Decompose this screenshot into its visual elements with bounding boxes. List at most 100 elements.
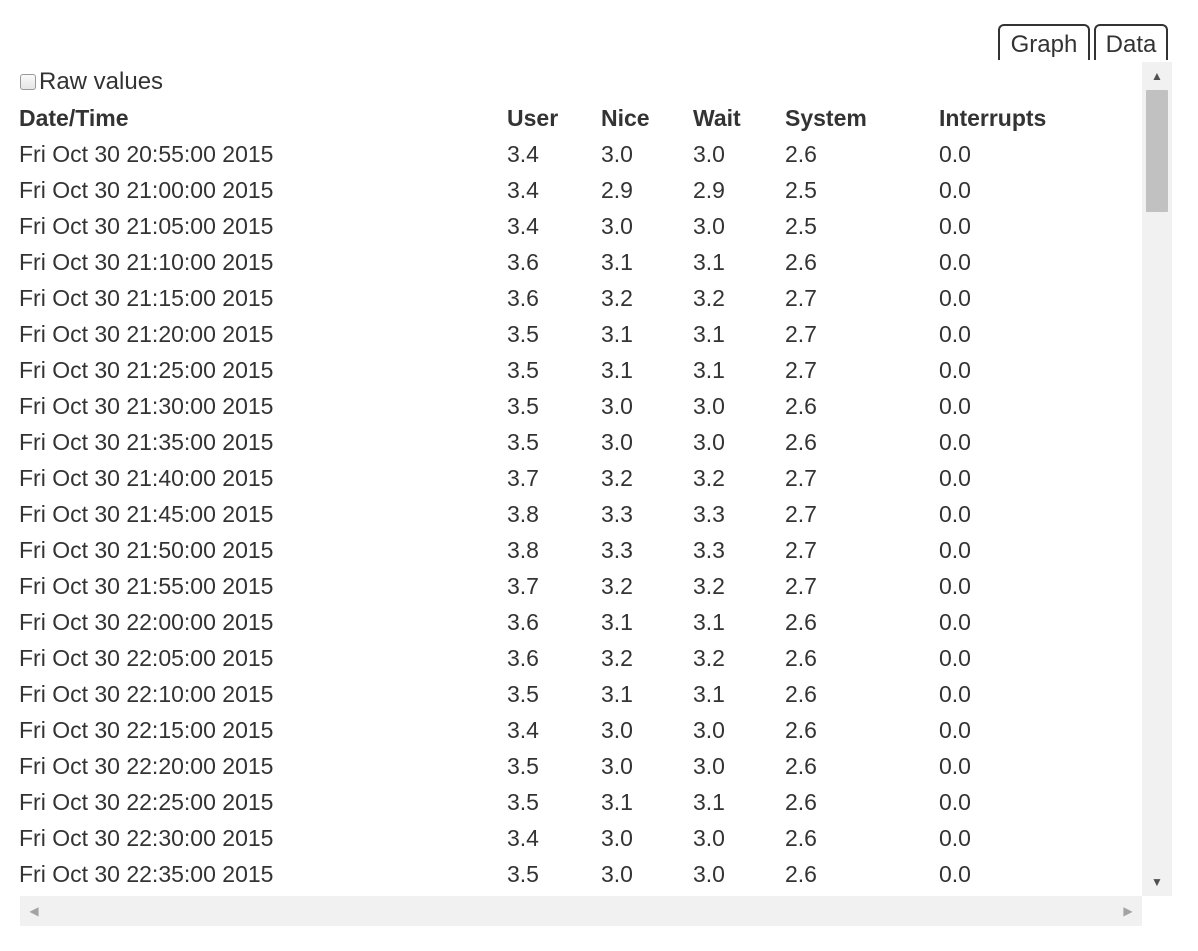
vertical-scrollbar[interactable]: ▲ ▼ bbox=[1142, 62, 1172, 896]
cell-user: 3.5 bbox=[507, 321, 539, 347]
cell-nice: 3.0 bbox=[601, 753, 633, 779]
cell-wait: 3.0 bbox=[693, 825, 725, 851]
cell-interrupts: 0.0 bbox=[939, 177, 971, 203]
triangle-left-icon[interactable]: ◀ bbox=[29, 904, 39, 918]
cell-user: 3.5 bbox=[507, 357, 539, 383]
cell-nice: 3.3 bbox=[601, 537, 633, 563]
triangle-up-icon[interactable]: ▲ bbox=[1151, 69, 1163, 83]
cell-datetime: Fri Oct 30 21:10:00 2015 bbox=[19, 249, 274, 275]
cell-interrupts: 0.0 bbox=[939, 609, 971, 635]
cell-user: 3.4 bbox=[507, 141, 539, 167]
cell-nice: 3.2 bbox=[601, 645, 633, 671]
raw-values-checkbox[interactable] bbox=[20, 74, 36, 90]
cell-datetime: Fri Oct 30 22:20:00 2015 bbox=[19, 753, 274, 779]
cell-datetime: Fri Oct 30 21:30:00 2015 bbox=[19, 393, 274, 419]
cell-wait: 3.0 bbox=[693, 429, 725, 455]
cell-datetime: Fri Oct 30 21:00:00 2015 bbox=[19, 177, 274, 203]
column-header-user: User bbox=[507, 105, 559, 131]
cell-wait: 3.0 bbox=[693, 141, 725, 167]
table-row: Fri Oct 30 21:10:00 2015 3.6 3.1 3.1 2.6 0.0 bbox=[19, 244, 1089, 280]
table-row: Fri Oct 30 21:20:00 2015 3.5 3.1 3.1 2.7 0.0 bbox=[19, 316, 1089, 352]
triangle-down-icon[interactable]: ▼ bbox=[1151, 875, 1163, 889]
triangle-right-icon[interactable]: ▶ bbox=[1123, 904, 1133, 918]
tab-graph[interactable]: Graph bbox=[998, 24, 1090, 60]
cell-interrupts: 0.0 bbox=[939, 465, 971, 491]
table-header-row: Date/Time User Nice Wait System Interrup… bbox=[19, 100, 1089, 136]
cell-wait: 3.1 bbox=[693, 789, 725, 815]
cell-interrupts: 0.0 bbox=[939, 861, 971, 887]
cell-nice: 3.0 bbox=[601, 141, 633, 167]
view-tabs: Graph Data bbox=[998, 24, 1168, 60]
cell-system: 2.7 bbox=[785, 573, 817, 599]
cell-interrupts: 0.0 bbox=[939, 825, 971, 851]
cell-system: 2.6 bbox=[785, 753, 817, 779]
cell-nice: 3.1 bbox=[601, 357, 633, 383]
cell-wait: 3.0 bbox=[693, 717, 725, 743]
cell-datetime: Fri Oct 30 22:25:00 2015 bbox=[19, 789, 274, 815]
table-row: Fri Oct 30 22:15:00 2015 3.4 3.0 3.0 2.6 0.0 bbox=[19, 712, 1089, 748]
cell-interrupts: 0.0 bbox=[939, 285, 971, 311]
cell-interrupts: 0.0 bbox=[939, 393, 971, 419]
cell-user: 3.5 bbox=[507, 753, 539, 779]
vertical-scroll-thumb[interactable] bbox=[1146, 90, 1168, 212]
cell-wait: 3.3 bbox=[693, 537, 725, 563]
cell-interrupts: 0.0 bbox=[939, 357, 971, 383]
cell-wait: 3.2 bbox=[693, 285, 725, 311]
cell-datetime: Fri Oct 30 21:15:00 2015 bbox=[19, 285, 274, 311]
cell-nice: 3.0 bbox=[601, 717, 633, 743]
cell-interrupts: 0.0 bbox=[939, 789, 971, 815]
cell-nice: 3.2 bbox=[601, 285, 633, 311]
table-row: Fri Oct 30 22:35:00 2015 3.5 3.0 3.0 2.6 0.0 bbox=[19, 856, 1089, 892]
cell-datetime: Fri Oct 30 21:55:00 2015 bbox=[19, 573, 274, 599]
cell-system: 2.5 bbox=[785, 177, 817, 203]
cell-nice: 3.1 bbox=[601, 609, 633, 635]
table-row: Fri Oct 30 21:15:00 2015 3.6 3.2 3.2 2.7 0.0 bbox=[19, 280, 1089, 316]
cell-system: 2.6 bbox=[785, 249, 817, 275]
cell-user: 3.7 bbox=[507, 573, 539, 599]
cell-interrupts: 0.0 bbox=[939, 501, 971, 527]
cell-system: 2.6 bbox=[785, 645, 817, 671]
cell-datetime: Fri Oct 30 21:40:00 2015 bbox=[19, 465, 274, 491]
horizontal-scrollbar[interactable]: ◀ ▶ bbox=[20, 896, 1142, 926]
cell-datetime: Fri Oct 30 22:35:00 2015 bbox=[19, 861, 274, 887]
cell-datetime: Fri Oct 30 22:30:00 2015 bbox=[19, 825, 274, 851]
cell-datetime: Fri Oct 30 21:45:00 2015 bbox=[19, 501, 274, 527]
cell-interrupts: 0.0 bbox=[939, 321, 971, 347]
cell-wait: 3.2 bbox=[693, 465, 725, 491]
table-row: Fri Oct 30 21:05:00 2015 3.4 3.0 3.0 2.5 0.0 bbox=[19, 208, 1089, 244]
tab-data[interactable]: Data bbox=[1094, 24, 1168, 60]
cell-wait: 3.0 bbox=[693, 213, 725, 239]
cell-nice: 3.1 bbox=[601, 249, 633, 275]
cell-system: 2.7 bbox=[785, 501, 817, 527]
cell-nice: 3.0 bbox=[601, 825, 633, 851]
cell-user: 3.7 bbox=[507, 465, 539, 491]
cell-wait: 3.1 bbox=[693, 357, 725, 383]
cell-user: 3.6 bbox=[507, 609, 539, 635]
cell-wait: 3.0 bbox=[693, 753, 725, 779]
cell-wait: 3.3 bbox=[693, 501, 725, 527]
cell-wait: 3.1 bbox=[693, 609, 725, 635]
cell-wait: 3.1 bbox=[693, 249, 725, 275]
cell-datetime: Fri Oct 30 21:05:00 2015 bbox=[19, 213, 274, 239]
cell-interrupts: 0.0 bbox=[939, 573, 971, 599]
table-row: Fri Oct 30 21:40:00 2015 3.7 3.2 3.2 2.7 0.0 bbox=[19, 460, 1089, 496]
cell-interrupts: 0.0 bbox=[939, 753, 971, 779]
cell-wait: 3.1 bbox=[693, 321, 725, 347]
cell-datetime: Fri Oct 30 22:00:00 2015 bbox=[19, 609, 274, 635]
raw-values-toggle[interactable]: Raw values bbox=[20, 68, 163, 96]
cell-nice: 3.0 bbox=[601, 213, 633, 239]
cell-nice: 3.1 bbox=[601, 321, 633, 347]
cell-nice: 3.0 bbox=[601, 861, 633, 887]
cell-system: 2.6 bbox=[785, 861, 817, 887]
cell-wait: 3.1 bbox=[693, 681, 725, 707]
cell-datetime: Fri Oct 30 20:55:00 2015 bbox=[19, 141, 274, 167]
column-header-wait: Wait bbox=[693, 105, 741, 131]
cell-nice: 3.2 bbox=[601, 573, 633, 599]
table-row: Fri Oct 30 21:25:00 2015 3.5 3.1 3.1 2.7 0.0 bbox=[19, 352, 1089, 388]
cell-user: 3.5 bbox=[507, 861, 539, 887]
cell-nice: 3.0 bbox=[601, 393, 633, 419]
cell-nice: 2.9 bbox=[601, 177, 633, 203]
cell-datetime: Fri Oct 30 21:20:00 2015 bbox=[19, 321, 274, 347]
column-header-nice: Nice bbox=[601, 105, 650, 131]
cell-interrupts: 0.0 bbox=[939, 213, 971, 239]
